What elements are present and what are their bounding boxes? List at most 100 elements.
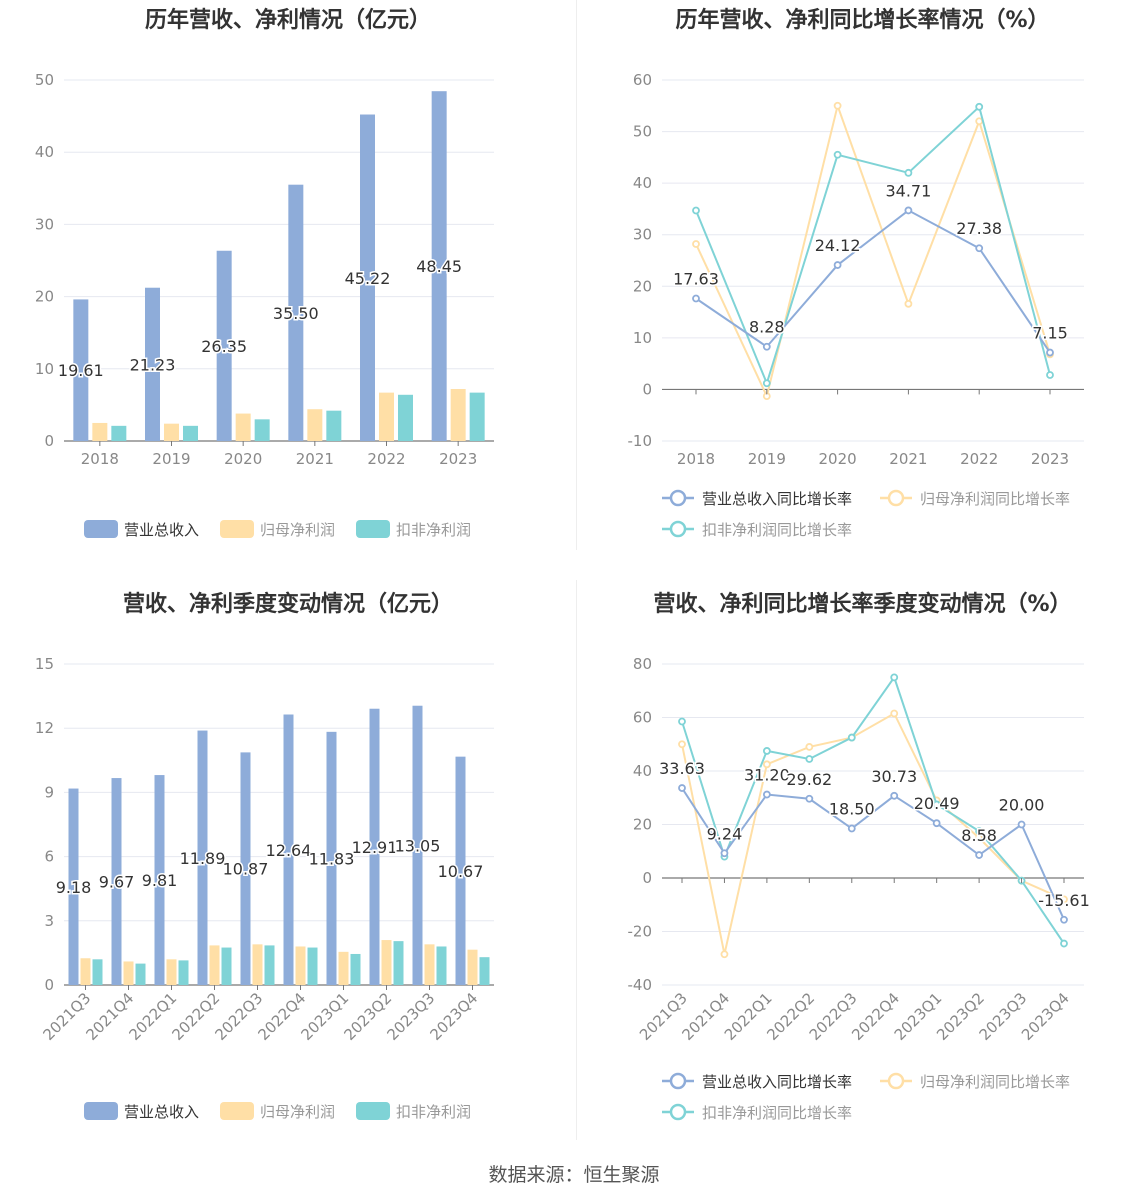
y-tick-label: 15 [35,655,54,673]
bar [92,959,103,985]
data-label: 35.50 [273,304,319,323]
data-label: 7.15 [1032,324,1068,343]
x-tick-label: 2020 [819,450,857,468]
legend-label: 扣非净利润同比增长率 [702,1104,852,1122]
y-tick-label: -20 [628,923,653,941]
revenue-profit-quarterly-panel: 营收、净利季度变动情况（亿元） 0 3 6 9 12 15 9.18 9.67 9.81 11.8… [0,584,576,1144]
legend-label: 营业总收入 [124,521,199,539]
y-tick-label: 10 [633,329,652,347]
data-source-label: 数据来源：恒生聚源 [488,1164,660,1186]
bar [216,250,232,441]
legend-swatch [220,1102,254,1120]
y-tick-label: 40 [633,174,652,192]
data-point [1046,371,1054,379]
data-point [1017,820,1026,829]
y-tick-label: 10 [35,360,54,378]
data-label: 20.49 [914,794,960,813]
bar [135,963,146,985]
data-label: 21.23 [130,355,176,374]
data-label: 12.64 [266,841,312,860]
y-tick-label: -40 [628,976,653,994]
x-tick-label: 2018 [677,450,715,468]
revenue-profit-annual-panel: 历年营收、净利情况（亿元） 0 10 20 30 40 50 19.61 21.23 26.35… [0,0,576,560]
chart-title: 营收、净利季度变动情况（亿元） [122,592,453,617]
data-label: 8.58 [961,826,997,845]
data-point [890,709,899,718]
series-line [695,209,1051,354]
y-tick-label: 3 [44,912,54,930]
bar [469,392,485,441]
legend-label: 归母净利润同比增长率 [920,1073,1070,1091]
bar [424,944,435,985]
bar [178,960,189,985]
data-point [678,717,686,726]
bar [379,392,394,441]
data-label: 27.38 [956,219,1002,238]
vertical-divider-bottom [576,580,577,1140]
data-point [904,299,913,308]
bar [350,953,361,985]
x-tick-label: 2023 [1031,450,1069,468]
y-tick-label: 30 [633,226,652,244]
data-point [904,168,913,177]
bar [252,944,263,985]
legend-label: 营业总收入同比增长率 [702,1073,852,1091]
data-label: 17.63 [673,270,719,289]
y-tick-label: 50 [35,71,54,89]
x-tick-label: 2021 [889,450,927,468]
y-tick-label: -10 [628,432,653,450]
legend-marker [887,1072,905,1090]
bar [264,945,275,985]
bar [393,941,404,985]
x-tick-label: 2019 [748,450,786,468]
data-label: 13.05 [395,836,441,855]
bar [154,775,165,985]
data-point [890,791,899,800]
data-label: 12.91 [352,838,398,857]
y-tick-label: 20 [633,277,652,295]
data-point [932,819,941,828]
legend-swatch [84,1102,118,1120]
bar [326,731,337,985]
y-tick-label: 9 [44,783,54,801]
data-label: 29.62 [786,770,832,789]
data-label: 10.87 [223,860,269,879]
data-point [833,261,842,269]
bar [235,413,251,441]
chart-title: 历年营收、净利情况（亿元） [144,8,431,33]
legend-label: 营业总收入 [124,1103,199,1121]
data-label: 45.22 [345,269,391,288]
data-point [678,784,686,792]
legend-label: 归母净利润同比增长率 [920,490,1070,508]
legend-label: 扣非净利润 [396,521,471,539]
x-tick-label: 2021 [296,450,334,468]
data-point [975,102,984,111]
bar [68,788,79,985]
x-tick-label: 2022 [367,450,405,468]
legend-label: 扣非净利润同比增长率 [702,521,852,539]
chart-title: 营收、净利同比增长率季度变动情况（%） [653,592,1072,617]
data-label: 26.35 [201,337,247,356]
bar [73,299,89,441]
bar [240,752,251,985]
x-tick-label: 2023Q4 [1018,989,1073,1044]
bar [288,184,304,441]
data-point [847,733,856,742]
y-tick-label: 6 [44,848,54,866]
revenue-profit-quarterly-chart: 0 3 6 9 12 15 9.18 9.67 9.8111.8910.8712.6411.83… [35,655,494,1121]
data-point [975,851,984,859]
data-point [762,342,771,351]
y-tick-label: 0 [44,976,54,994]
x-tick-label: 2022 [960,450,998,468]
data-point [932,800,941,809]
bar [209,945,220,985]
data-point [762,790,771,799]
data-point [692,240,700,248]
data-point [1060,895,1068,904]
y-tick-label: 80 [633,655,652,673]
bar [145,287,160,441]
bar [283,714,294,985]
bar [369,708,380,985]
legend-label: 归母净利润 [260,521,335,539]
data-point [692,294,700,303]
